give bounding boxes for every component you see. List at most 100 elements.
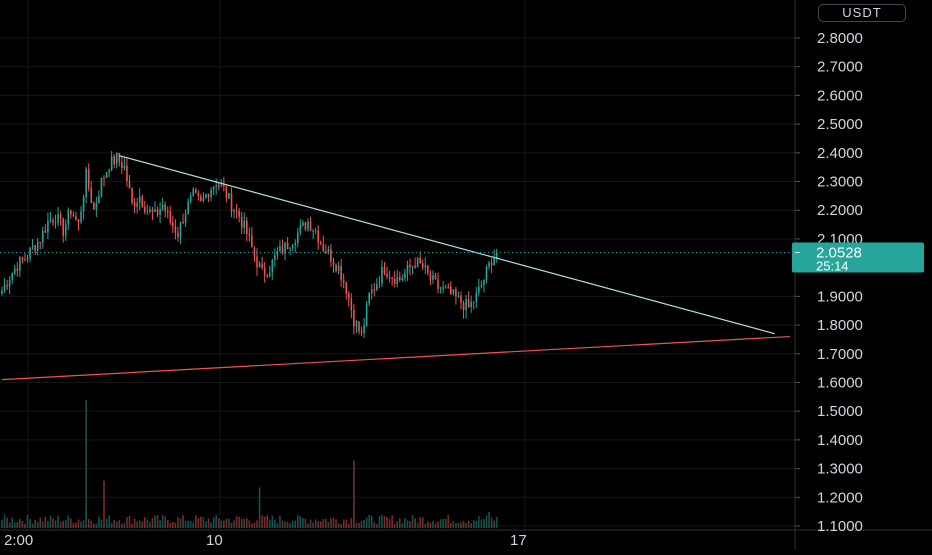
volume-bar: [358, 523, 360, 528]
volume-bar: [59, 522, 62, 528]
volume-bar: [314, 519, 317, 528]
volume-bar: [465, 522, 467, 528]
candle-body: [348, 293, 350, 299]
candle-body: [330, 249, 332, 262]
volume-bar: [332, 517, 335, 528]
volume-bar: [207, 518, 210, 528]
volume-bar: [31, 523, 34, 528]
volume-bar: [121, 523, 123, 528]
candle-body: [261, 263, 263, 268]
y-tick-label: 2.7000: [817, 59, 863, 76]
candle-body: [182, 222, 184, 224]
volume-bar: [113, 520, 115, 528]
volume-bar: [174, 522, 177, 528]
volume-bar: [429, 522, 432, 528]
candle-body: [154, 209, 156, 212]
candle-body: [47, 220, 49, 233]
y-tick-label: 1.6000: [817, 374, 863, 391]
volume-bar: [182, 514, 184, 528]
candle-body: [271, 259, 274, 273]
volume-bar: [72, 523, 75, 528]
volume-bar: [383, 515, 386, 528]
volume-bar: [399, 518, 401, 528]
volume-bar: [261, 515, 263, 528]
candle-body: [493, 258, 495, 266]
candle-body: [447, 286, 450, 288]
candle-body: [52, 219, 54, 223]
volume-bar: [230, 522, 233, 528]
volume-bar: [253, 522, 256, 528]
volume-bar: [246, 518, 248, 528]
volume-bar: [348, 523, 350, 528]
candle-body: [156, 209, 159, 215]
x-tick-label: 17: [510, 532, 527, 549]
volume-bar: [57, 516, 59, 528]
candle-body: [299, 225, 302, 233]
volume-bar: [421, 517, 424, 528]
volume-bar: [452, 520, 455, 528]
volume-bar: [87, 519, 90, 528]
volume-bar: [388, 518, 391, 528]
volume-bar: [3, 514, 6, 528]
candle-body: [151, 209, 154, 212]
trendline-upper[interactable]: [119, 155, 775, 335]
volume-bar: [49, 515, 52, 528]
candle-body: [166, 211, 169, 213]
volume-bar: [156, 514, 159, 528]
volume-bar: [409, 521, 411, 528]
volume-bar: [447, 515, 450, 528]
candle-body: [470, 301, 472, 308]
candle-body: [284, 242, 286, 254]
candle-body: [243, 220, 246, 228]
candle-body: [414, 265, 416, 268]
volume-bar: [411, 514, 414, 528]
volume-bar: [205, 521, 207, 528]
volume-bar: [197, 518, 200, 528]
volume-bar: [251, 523, 253, 528]
candle-body: [16, 268, 19, 271]
candle-body: [335, 264, 337, 271]
candle-body: [251, 235, 253, 248]
candle-body: [442, 286, 444, 289]
volume-bar: [77, 519, 80, 528]
y-tick-label: 1.7000: [817, 346, 863, 363]
volume-bar: [353, 460, 355, 528]
trendline-lower[interactable]: [1, 335, 790, 381]
volume-bar: [493, 520, 495, 528]
volume-bar: [21, 520, 24, 528]
y-tick-label: 2.6000: [817, 87, 863, 104]
currency-selector-button[interactable]: USDT: [818, 4, 906, 22]
volume-bar: [450, 523, 452, 528]
volume-bar: [159, 520, 161, 528]
volume-bar: [105, 518, 108, 528]
volume-bar: [467, 520, 470, 528]
candle-body: [80, 211, 82, 223]
candle-body: [144, 206, 146, 212]
volume-bar: [189, 520, 192, 528]
candle-body: [274, 255, 276, 260]
candle-body: [345, 282, 348, 294]
candle-body: [393, 279, 396, 284]
volume-bar: [299, 516, 302, 528]
candle-body: [100, 177, 103, 197]
candle-body: [327, 249, 330, 254]
candle-body: [388, 276, 391, 278]
y-tick-label: 1.3000: [817, 461, 863, 478]
candle-body: [485, 266, 488, 280]
volume-bar: [103, 480, 105, 528]
candle-body: [399, 276, 401, 280]
candle-body: [350, 298, 353, 311]
candle-body: [131, 188, 133, 203]
candle-body: [189, 195, 192, 202]
volume-bar: [378, 515, 381, 528]
volume-bar: [13, 522, 16, 528]
volume-bar: [235, 516, 238, 528]
candle-body: [386, 273, 388, 277]
candle-body: [184, 213, 187, 224]
volume-bar: [52, 518, 54, 528]
candle-body: [36, 241, 39, 251]
candle-body: [115, 153, 118, 165]
candle-body: [452, 289, 455, 294]
